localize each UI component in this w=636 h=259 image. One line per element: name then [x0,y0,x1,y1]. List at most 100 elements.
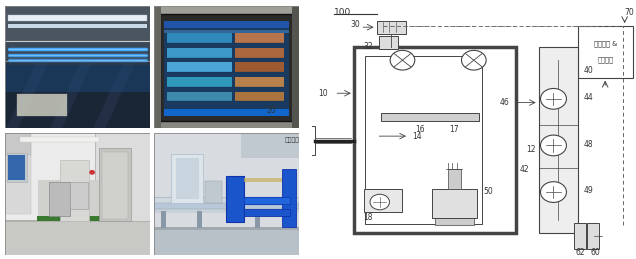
Bar [8,24,147,28]
Bar [167,62,232,72]
Circle shape [370,194,389,210]
Bar [164,21,289,28]
Text: 18: 18 [364,213,373,222]
Text: 40: 40 [584,66,594,75]
Text: 10: 10 [318,89,328,98]
Bar [235,48,284,57]
Bar [379,36,398,49]
Bar [5,133,31,155]
Bar [588,223,599,249]
Text: 30: 30 [350,20,361,29]
Bar [167,48,232,57]
Bar [256,211,259,228]
Bar [154,197,299,204]
Text: 발생장치: 발생장치 [285,138,300,143]
Bar [6,153,27,182]
Bar [5,65,150,128]
Bar [226,176,244,222]
Bar [5,65,150,92]
Bar [154,228,299,255]
Text: 14: 14 [412,132,422,141]
Bar [5,133,150,221]
Bar [197,211,202,228]
Bar [154,208,299,212]
Text: 62: 62 [576,248,586,257]
Bar [244,178,282,182]
Bar [377,21,406,34]
Text: 60: 60 [591,248,600,257]
Circle shape [541,182,567,203]
Bar [577,26,633,78]
Bar [5,221,150,255]
Text: 48: 48 [584,140,594,149]
Bar [8,155,25,180]
Bar [539,47,577,233]
Text: 100: 100 [335,8,352,17]
Text: 배기장치: 배기장치 [597,56,613,63]
Text: 20: 20 [266,106,276,115]
Text: 42: 42 [519,165,529,174]
Bar [8,15,147,21]
Bar [17,94,67,116]
Bar [5,146,31,214]
Bar [235,62,284,72]
Circle shape [541,89,567,109]
Bar [167,77,232,87]
Bar [38,180,108,216]
Text: 16: 16 [415,125,425,134]
Bar [354,47,516,233]
Circle shape [390,50,415,70]
Text: 46: 46 [500,98,509,107]
Bar [167,92,232,102]
Bar [435,218,474,225]
Bar [292,6,299,128]
Bar [5,220,150,222]
Bar [48,182,71,216]
Bar [205,181,222,203]
Bar [164,21,289,116]
Text: 44: 44 [584,93,594,102]
Text: 공조장치 &: 공조장치 & [593,41,617,47]
Circle shape [462,50,486,70]
Bar [154,6,161,128]
Bar [235,33,284,43]
Text: 17: 17 [450,125,459,134]
Bar [99,148,131,221]
Bar [154,203,299,209]
Bar [37,216,109,221]
Text: 49: 49 [584,186,594,195]
Bar [102,152,128,219]
Bar [382,113,479,121]
Bar [235,77,284,87]
Bar [287,211,292,228]
Bar [154,114,299,128]
Bar [282,169,296,227]
Bar [20,137,99,142]
Bar [448,169,461,189]
Bar [95,133,150,221]
Bar [171,154,204,203]
Bar [164,30,289,33]
Bar [160,14,293,121]
Circle shape [89,170,95,175]
Bar [164,109,289,116]
Bar [5,6,150,41]
Bar [270,126,315,155]
Bar [161,211,165,228]
Bar [167,33,232,43]
Bar [71,182,88,209]
Bar [5,6,150,61]
Bar [574,223,586,249]
Text: 12: 12 [526,145,536,154]
Circle shape [541,135,567,156]
Bar [432,189,477,218]
Bar [154,133,299,227]
Bar [60,160,89,221]
Bar [364,189,403,212]
Bar [235,92,284,102]
Bar [365,56,482,224]
Bar [244,209,290,216]
Bar [154,227,299,229]
Text: 32: 32 [364,42,373,51]
Bar [244,197,290,204]
